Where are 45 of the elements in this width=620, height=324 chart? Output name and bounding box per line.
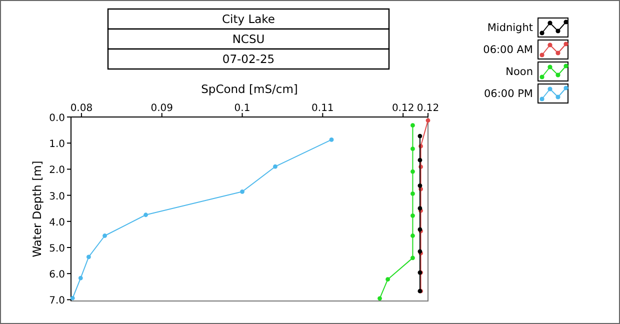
point bbox=[410, 256, 415, 260]
point bbox=[410, 169, 415, 174]
point bbox=[86, 254, 91, 260]
point bbox=[102, 234, 107, 238]
point bbox=[418, 158, 422, 162]
point bbox=[426, 118, 430, 123]
x-tick-label: 0.11 bbox=[312, 103, 334, 114]
point bbox=[329, 138, 334, 142]
point bbox=[70, 296, 75, 300]
legend-label: 06:00 AM bbox=[483, 44, 533, 56]
y-tick-label: 6.0 bbox=[49, 270, 65, 281]
legend-label: Noon bbox=[506, 66, 533, 78]
chart-title: City Lake bbox=[222, 12, 275, 26]
point bbox=[418, 206, 422, 211]
point bbox=[418, 183, 422, 188]
x-tick-label: 0.08 bbox=[70, 103, 93, 114]
y-tick-label: 1.0 bbox=[49, 139, 65, 150]
point bbox=[410, 213, 415, 218]
x-axis-title: SpCond [mS/cm] bbox=[201, 82, 298, 96]
y-tick-label: 4.0 bbox=[49, 217, 65, 228]
x-tick-label: 0.12 bbox=[416, 103, 440, 114]
x-tick-label: 0.1 bbox=[234, 103, 250, 114]
point bbox=[273, 164, 278, 169]
x-tick-label: 0.12 bbox=[392, 103, 414, 114]
point bbox=[410, 146, 415, 152]
point bbox=[410, 234, 415, 238]
y-tick-label: 3.0 bbox=[49, 191, 65, 202]
chart-subtitle: NCSU bbox=[232, 32, 265, 46]
point bbox=[78, 276, 83, 280]
y-tick-label: 7.0 bbox=[49, 296, 65, 307]
x-tick-label: 0.09 bbox=[150, 103, 173, 114]
y-tick-label: 5.0 bbox=[49, 243, 65, 254]
point bbox=[144, 212, 148, 218]
point bbox=[410, 123, 415, 128]
point bbox=[240, 189, 244, 194]
point bbox=[378, 296, 382, 301]
legend-label: Midnight bbox=[487, 22, 533, 34]
point bbox=[418, 134, 422, 138]
legend-label: 06:00 PM bbox=[484, 88, 533, 100]
y-axis-title: Water Depth [m] bbox=[30, 160, 44, 258]
y-tick-label: 0.0 bbox=[49, 113, 65, 124]
point bbox=[386, 277, 390, 282]
text: 07-02-25 bbox=[222, 52, 275, 66]
point bbox=[410, 192, 415, 196]
y-tick-label: 2.0 bbox=[49, 165, 65, 176]
